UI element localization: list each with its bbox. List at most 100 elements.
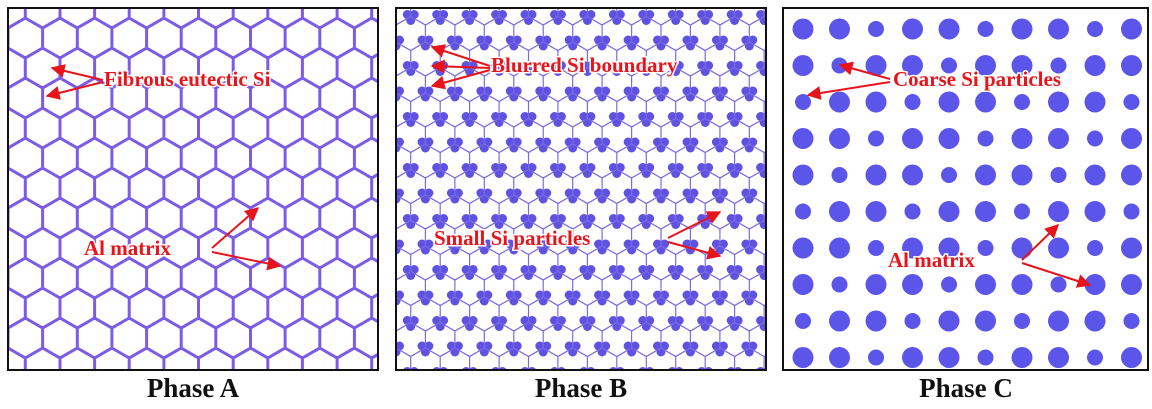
si-particle <box>701 67 710 76</box>
si-particle <box>465 271 474 280</box>
si-particle <box>715 246 724 255</box>
si-particle <box>771 36 780 45</box>
si-particle <box>786 265 795 274</box>
si-particle <box>465 373 474 382</box>
si-particle <box>583 118 592 127</box>
si-particle <box>524 271 533 280</box>
si-particle <box>539 93 548 102</box>
si-particle <box>800 189 809 198</box>
si-particle <box>380 214 389 223</box>
si-particle <box>351 10 360 19</box>
si-particle <box>1012 274 1033 295</box>
si-particle <box>627 246 636 255</box>
si-particle <box>1085 311 1106 332</box>
si-particle <box>1124 313 1140 329</box>
si-particle <box>902 165 923 186</box>
si-particle <box>730 67 739 76</box>
si-particle <box>627 144 636 153</box>
si-particle <box>598 42 607 51</box>
si-particle <box>612 169 621 178</box>
si-particle <box>793 128 814 149</box>
si-particle <box>978 350 994 366</box>
si-particle <box>524 169 533 178</box>
si-particle <box>406 118 415 127</box>
si-particle <box>686 195 695 204</box>
si-particle <box>1048 238 1069 259</box>
si-particle <box>978 131 994 147</box>
si-particle <box>671 16 680 25</box>
label: Al matrix <box>84 236 171 260</box>
si-particle <box>436 373 445 382</box>
si-particle <box>829 92 850 113</box>
si-particle <box>509 195 518 204</box>
si-particle <box>524 16 533 25</box>
si-particle <box>715 144 724 153</box>
si-particle <box>671 169 680 178</box>
si-particle <box>598 348 607 357</box>
si-particle <box>509 93 518 102</box>
si-particle <box>719 393 728 402</box>
si-particle <box>778 393 787 402</box>
si-particle <box>712 393 721 402</box>
caption: Phase C <box>919 373 1013 403</box>
si-particle <box>689 393 698 402</box>
si-particle <box>939 19 960 40</box>
si-particle <box>866 311 887 332</box>
si-particle <box>406 16 415 25</box>
si-particle <box>568 348 577 357</box>
phase-a-pattern <box>0 0 458 409</box>
si-particle <box>1121 165 1142 186</box>
si-particle <box>450 93 459 102</box>
si-particle <box>902 128 923 149</box>
si-particle <box>786 316 795 325</box>
si-particle <box>730 373 739 382</box>
si-particle <box>730 220 739 229</box>
si-particle <box>939 347 960 368</box>
si-particle <box>495 16 504 25</box>
label: Small Si particles <box>434 226 590 250</box>
si-particle <box>800 393 809 402</box>
si-particle <box>406 271 415 280</box>
si-particle <box>745 195 754 204</box>
si-particle <box>380 112 389 121</box>
si-particle <box>436 67 445 76</box>
si-particle <box>760 118 769 127</box>
si-particle <box>627 195 636 204</box>
si-particle <box>701 373 710 382</box>
si-particle <box>495 169 504 178</box>
si-particle <box>774 195 783 204</box>
si-particle <box>671 118 680 127</box>
si-particle <box>627 42 636 51</box>
si-particle <box>612 322 621 331</box>
si-particle <box>465 118 474 127</box>
si-particle <box>975 201 996 222</box>
si-particle <box>730 322 739 331</box>
si-particle <box>795 204 811 220</box>
si-particle <box>745 144 754 153</box>
si-particle <box>686 93 695 102</box>
si-particle <box>786 10 795 19</box>
si-particle <box>939 92 960 113</box>
si-particle <box>553 118 562 127</box>
si-particle <box>657 144 666 153</box>
si-particle <box>745 348 754 357</box>
si-particle <box>553 16 562 25</box>
si-particle <box>421 246 430 255</box>
si-particle <box>760 16 769 25</box>
si-particle <box>450 348 459 357</box>
si-particle <box>657 297 666 306</box>
si-particle <box>539 144 548 153</box>
annotations: Fibrous eutectic Si Al matrix Blurred Si… <box>47 47 1090 285</box>
si-particle <box>789 118 798 127</box>
si-particle <box>939 201 960 222</box>
si-particle <box>480 144 489 153</box>
si-particle <box>1124 204 1140 220</box>
si-particle <box>745 246 754 255</box>
si-particle <box>1014 204 1030 220</box>
si-particle <box>741 393 750 402</box>
si-particle <box>642 220 651 229</box>
panel-frame <box>8 8 378 370</box>
si-particle <box>686 297 695 306</box>
si-particle <box>1087 131 1103 147</box>
si-particle <box>730 169 739 178</box>
